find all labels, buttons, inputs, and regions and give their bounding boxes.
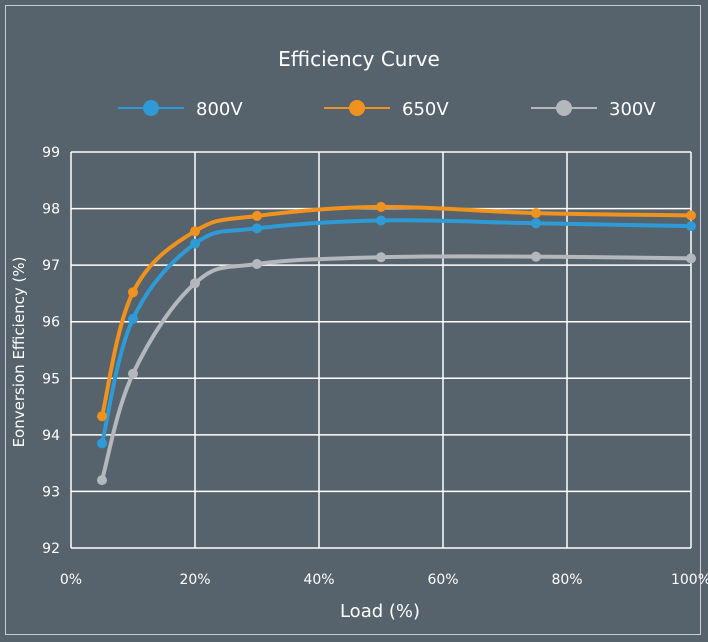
x-tick-label: 60% bbox=[427, 572, 458, 588]
legend-item-800v: 800V bbox=[118, 99, 243, 120]
data-point-800v bbox=[190, 238, 200, 249]
y-tick-label: 98 bbox=[42, 202, 60, 218]
data-point-650v bbox=[531, 208, 541, 219]
data-point-650v bbox=[376, 201, 386, 212]
x-tick-label: 100% bbox=[671, 572, 708, 588]
y-tick-label: 99 bbox=[42, 145, 60, 161]
series-300v bbox=[97, 251, 696, 486]
y-tick-label: 93 bbox=[42, 484, 60, 500]
data-point-300v bbox=[531, 251, 541, 262]
y-axis-label: Eonversion Efficiency (%) bbox=[10, 257, 28, 448]
data-point-800v bbox=[686, 221, 696, 232]
x-axis-ticks: 0% 20% 40% 60% 80% 100% bbox=[60, 572, 708, 588]
legend-item-300v: 300V bbox=[531, 99, 656, 120]
data-point-650v bbox=[252, 210, 262, 221]
y-tick-label: 95 bbox=[42, 371, 60, 387]
data-point-300v bbox=[97, 475, 107, 486]
legend-item-650v: 650V bbox=[324, 99, 449, 120]
legend: 800V 650V 300V bbox=[118, 99, 656, 120]
series-group bbox=[97, 201, 696, 486]
legend-marker-300v bbox=[556, 100, 572, 116]
y-tick-label: 96 bbox=[42, 315, 60, 331]
data-point-300v bbox=[376, 252, 386, 263]
data-point-300v bbox=[252, 259, 262, 270]
series-line-650v bbox=[100, 204, 693, 419]
y-tick-label: 92 bbox=[42, 541, 60, 557]
data-point-800v bbox=[376, 215, 386, 226]
x-axis-label: Load (%) bbox=[340, 601, 420, 622]
data-point-650v bbox=[190, 226, 200, 237]
data-point-300v bbox=[686, 253, 696, 264]
series-800v bbox=[97, 215, 696, 449]
data-point-650v bbox=[97, 411, 107, 422]
x-tick-label: 0% bbox=[60, 572, 82, 588]
legend-label-300v: 300V bbox=[609, 99, 656, 120]
data-point-650v bbox=[686, 210, 696, 221]
series-650v bbox=[97, 201, 696, 422]
data-point-800v bbox=[531, 218, 541, 229]
data-point-650v bbox=[128, 287, 138, 298]
data-point-800v bbox=[128, 313, 138, 324]
series-line-800v bbox=[100, 218, 693, 446]
x-tick-label: 80% bbox=[551, 572, 582, 588]
chart-frame bbox=[5, 5, 701, 635]
x-tick-label: 20% bbox=[179, 572, 210, 588]
x-tick-label: 40% bbox=[303, 572, 334, 588]
chart-title: Efficiency Curve bbox=[278, 47, 440, 71]
legend-label-800v: 800V bbox=[196, 99, 243, 120]
series-line-300v bbox=[100, 254, 693, 483]
legend-marker-650v bbox=[349, 100, 365, 116]
y-tick-label: 97 bbox=[42, 258, 60, 274]
data-point-300v bbox=[128, 368, 138, 379]
legend-label-650v: 650V bbox=[402, 99, 449, 120]
y-tick-label: 94 bbox=[42, 428, 60, 444]
data-point-800v bbox=[252, 223, 262, 234]
data-point-300v bbox=[190, 278, 200, 289]
y-axis-ticks: 92 93 94 95 96 97 98 99 bbox=[42, 145, 60, 557]
data-point-800v bbox=[97, 438, 107, 449]
legend-marker-800v bbox=[143, 100, 159, 116]
